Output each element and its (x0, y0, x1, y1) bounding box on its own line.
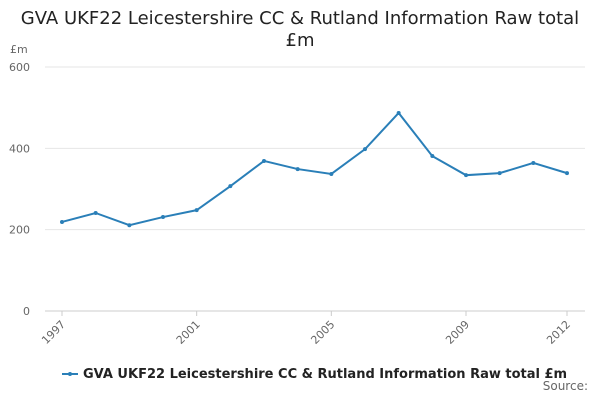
data-point (194, 208, 199, 213)
data-point (497, 171, 502, 176)
data-point (430, 154, 435, 159)
chart-title: GVA UKF22 Leicestershire CC & Rutland In… (20, 8, 580, 51)
y-tick-label: 400 (9, 142, 30, 155)
x-tick-label: 1997 (39, 318, 68, 347)
data-point (396, 110, 401, 115)
data-point (161, 215, 165, 220)
data-point (228, 184, 233, 189)
data-point (329, 171, 334, 176)
legend-label: GVA UKF22 Leicestershire CC & Rutland In… (83, 367, 567, 382)
data-point (531, 160, 536, 165)
data-point (464, 173, 468, 178)
source-label: Source: (543, 379, 588, 393)
x-tick-label: 2001 (174, 318, 203, 347)
data-point (565, 171, 569, 176)
y-tick-label: 600 (9, 61, 30, 74)
legend-marker (68, 372, 72, 376)
data-point (93, 210, 98, 215)
y-axis-label: £m (10, 43, 28, 56)
data-point (295, 167, 300, 172)
x-tick-label: 2005 (308, 318, 337, 347)
y-tick-label: 0 (23, 305, 30, 318)
data-point (60, 219, 64, 224)
data-line (61, 111, 568, 227)
data-point (363, 147, 367, 152)
y-tick-label: 200 (9, 224, 30, 237)
data-point (127, 223, 132, 228)
x-tick-label: 2009 (443, 318, 472, 347)
data-point (262, 158, 266, 163)
x-tick-label: 2012 (544, 318, 573, 347)
